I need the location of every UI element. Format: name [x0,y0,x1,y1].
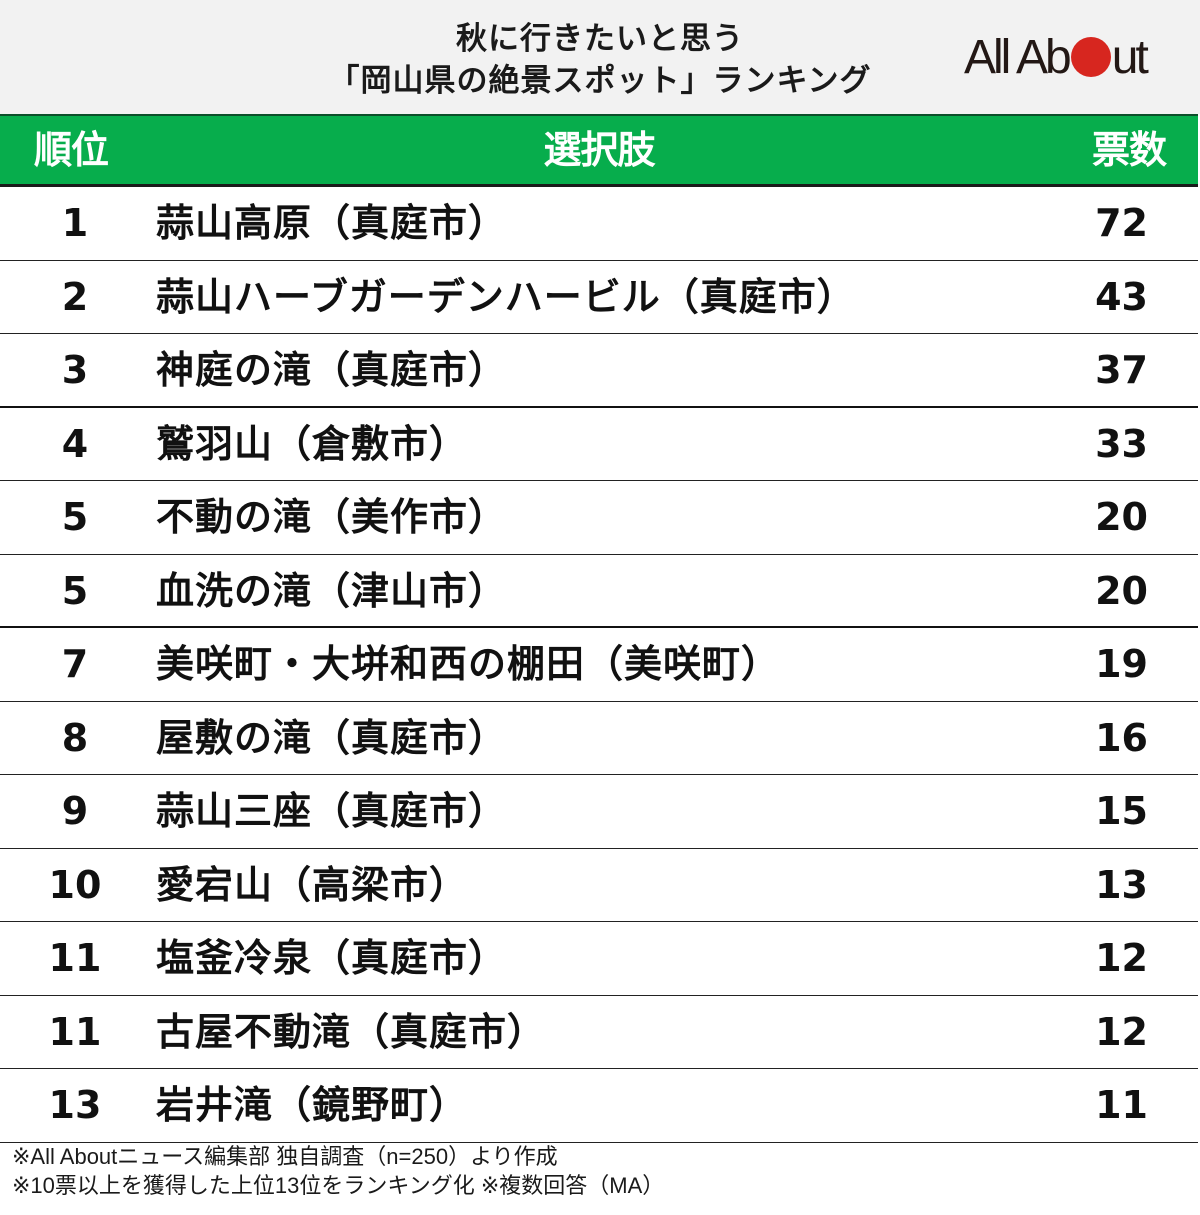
rank-cell: 5 [61,568,89,613]
rank-cell: 11 [48,936,102,980]
rank-cell: 9 [61,789,89,833]
votes-cell: 13 [1095,862,1148,907]
votes-cell: 12 [1095,936,1148,980]
table-row: 8 屋敷の滝（真庭市） 16 [0,702,1198,775]
choice-cell: 血洗の滝（津山市） [156,568,508,613]
table-row: 13 岩井滝（鏡野町） 11 [0,1069,1198,1143]
votes-cell: 33 [1095,421,1148,466]
table-row: 9 蒜山三座（真庭市） 15 [0,775,1198,849]
votes-cell: 12 [1095,1009,1148,1054]
footer-notes: ※All Aboutニュース編集部 独自調査（n=250）より作成 ※10票以上… [12,1142,664,1200]
table-row: 5 血洗の滝（津山市） 20 [0,555,1198,628]
votes-cell: 20 [1095,495,1148,539]
rank-cell: 10 [48,862,102,907]
title-area: 秋に行きたいと思う 「岡山県の絶景スポット」ランキング All Ab ut [0,0,1200,114]
table-row: 5 不動の滝（美作市） 20 [0,481,1198,555]
table-row: 11 塩釜冷泉（真庭市） 12 [0,922,1198,996]
choice-cell: 蒜山高原（真庭市） [156,201,508,245]
choice-cell: 美咲町・大垪和西の棚田（美咲町） [156,642,781,686]
votes-cell: 43 [1095,274,1148,319]
choice-cell: 蒜山ハーブガーデンハービル（真庭市） [156,274,856,319]
choice-cell: 岩井滝（鏡野町） [156,1083,469,1127]
table-row: 2 蒜山ハーブガーデンハービル（真庭市） 43 [0,261,1198,334]
title-line-1: 秋に行きたいと思う [456,21,744,57]
choice-cell: 神庭の滝（真庭市） [156,348,508,392]
table-row: 3 神庭の滝（真庭市） 37 [0,334,1198,408]
votes-cell: 19 [1095,642,1148,686]
rank-cell: 5 [61,495,89,539]
choice-cell: 蒜山三座（真庭市） [156,789,508,833]
rank-cell: 8 [61,715,89,760]
choice-cell: 愛宕山（高梁市） [156,862,469,907]
rank-cell: 11 [48,1009,102,1054]
choice-cell: 塩釜冷泉（真庭市） [156,936,508,980]
choice-cell: 屋敷の滝（真庭市） [156,715,508,760]
votes-cell: 11 [1095,1083,1148,1127]
table-row: 10 愛宕山（高梁市） 13 [0,849,1198,922]
table-row: 1 蒜山高原（真庭市） 72 [0,187,1198,261]
column-header-votes: 票数 [1091,128,1167,172]
votes-cell: 16 [1095,715,1148,760]
votes-cell: 15 [1095,789,1148,833]
column-header-rank: 順位 [34,128,109,172]
ranking-table-body: 1 蒜山高原（真庭市） 72 2 蒜山ハーブガーデンハービル（真庭市） 43 3 神庭の滝… [0,187,1198,1143]
choice-cell: 不動の滝（美作市） [156,495,508,539]
table-row: 7 美咲町・大垪和西の棚田（美咲町） 19 [0,628,1198,702]
rank-cell: 7 [61,642,89,686]
logo-red-dot-icon [1070,37,1111,77]
footer-note-source: ※All Aboutニュース編集部 独自調査（n=250）より作成 [12,1144,558,1169]
rank-cell: 2 [61,274,89,319]
table-header: 順位 選択肢 票数 [0,114,1198,187]
rank-cell: 3 [61,348,89,392]
logo-text-end: ut [1111,31,1149,84]
title-line-2: 「岡山県の絶景スポット」ランキング [328,63,872,99]
rank-cell: 1 [61,201,89,245]
rank-cell: 4 [61,421,89,466]
votes-cell: 20 [1095,568,1148,613]
table-row: 11 古屋不動滝（真庭市） 12 [0,996,1198,1069]
allabout-logo: All Ab ut [964,31,1149,84]
votes-cell: 37 [1095,348,1148,392]
column-header-choice: 選択肢 [543,128,655,172]
logo-text-start: All Ab [964,31,1072,84]
choice-cell: 鷲羽山（倉敷市） [156,421,469,466]
votes-cell: 72 [1095,201,1148,245]
page-title: 秋に行きたいと思う 「岡山県の絶景スポット」ランキング [0,18,1200,102]
footer-note-method: ※10票以上を獲得した上位13位をランキング化 ※複数回答（MA） [12,1173,665,1198]
table-row: 4 鷲羽山（倉敷市） 33 [0,408,1198,481]
rank-cell: 13 [48,1083,102,1127]
choice-cell: 古屋不動滝（真庭市） [156,1009,547,1054]
